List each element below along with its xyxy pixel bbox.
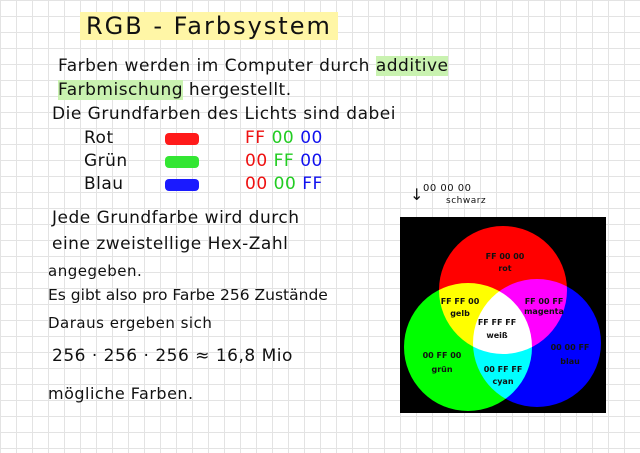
black-hex: 00 00 00 <box>423 183 472 194</box>
body-line: eine zweistellige Hex-Zahl <box>52 234 289 254</box>
magenta-name: magenta <box>524 307 564 316</box>
green-hex: 00 FF 00 <box>423 351 462 360</box>
hex-pair: 00 <box>271 128 295 148</box>
hex-pair: 00 <box>245 151 268 171</box>
highlight-additive: additive <box>375 56 449 76</box>
hex-pair: FF <box>245 128 266 148</box>
intro-line-3: Die Grundfarben des Lichts sind dabei <box>52 104 396 124</box>
hex-pair: 00 <box>300 151 323 171</box>
body-line: angegeben. <box>48 262 143 280</box>
cyan-name: cyan <box>492 377 513 386</box>
hex-pair: FF <box>302 174 323 194</box>
primary-name: Blau <box>84 174 124 194</box>
blue-name: blau <box>560 357 580 366</box>
red-name: rot <box>498 264 511 273</box>
page-title: RGB - Farbsystem <box>80 12 338 40</box>
body-line: Daraus ergeben sich <box>48 314 213 332</box>
magenta-hex: FF 00 FF <box>525 297 564 306</box>
hex-pair: 00 <box>273 174 297 194</box>
hex-code: 00 00 FF <box>245 174 329 194</box>
intro-text: Farben werden im Computer durch <box>58 56 376 76</box>
intro-line-2: Farbmischung hergestellt. <box>58 80 292 100</box>
hex-code: FF 00 00 <box>245 128 329 148</box>
intro-text: hergestellt. <box>183 80 292 100</box>
hex-pair: 00 <box>245 174 268 194</box>
cyan-hex: 00 FF FF <box>484 365 523 374</box>
body-line: Jede Grundfarbe wird durch <box>52 208 300 228</box>
yellow-hex: FF FF 00 <box>441 297 480 306</box>
primary-name: Grün <box>84 151 128 171</box>
color-swatch <box>165 156 199 168</box>
rgb-venn-diagram: FF 00 00 rot FF FF 00 gelb FF 00 FF mage… <box>400 217 606 413</box>
red-hex: FF 00 00 <box>486 252 525 261</box>
primary-name: Rot <box>84 128 114 148</box>
arrow-down-icon: ↓ <box>410 185 424 204</box>
color-swatch <box>165 179 199 191</box>
hex-pair: 00 <box>300 128 323 148</box>
white-hex: FF FF FF <box>478 318 516 327</box>
hex-pair: FF <box>273 151 295 171</box>
black-name: schwarz <box>446 196 487 206</box>
formula: 256 · 256 · 256 ≈ 16,8 Mio <box>52 346 293 366</box>
blue-hex: 00 00 FF <box>551 343 590 352</box>
blue-circle <box>473 279 601 407</box>
body-line: mögliche Farben. <box>48 384 194 403</box>
yellow-name: gelb <box>450 309 470 318</box>
highlight-farbmischung: Farbmischung <box>58 80 184 100</box>
intro-line-1: Farben werden im Computer durch additive <box>58 56 449 76</box>
green-name: grün <box>431 365 452 374</box>
hex-code: 00 FF 00 <box>245 151 329 171</box>
white-name: weiß <box>486 331 508 340</box>
body-line: Es gibt also pro Farbe 256 Zustände <box>48 286 328 304</box>
color-swatch <box>165 133 199 145</box>
